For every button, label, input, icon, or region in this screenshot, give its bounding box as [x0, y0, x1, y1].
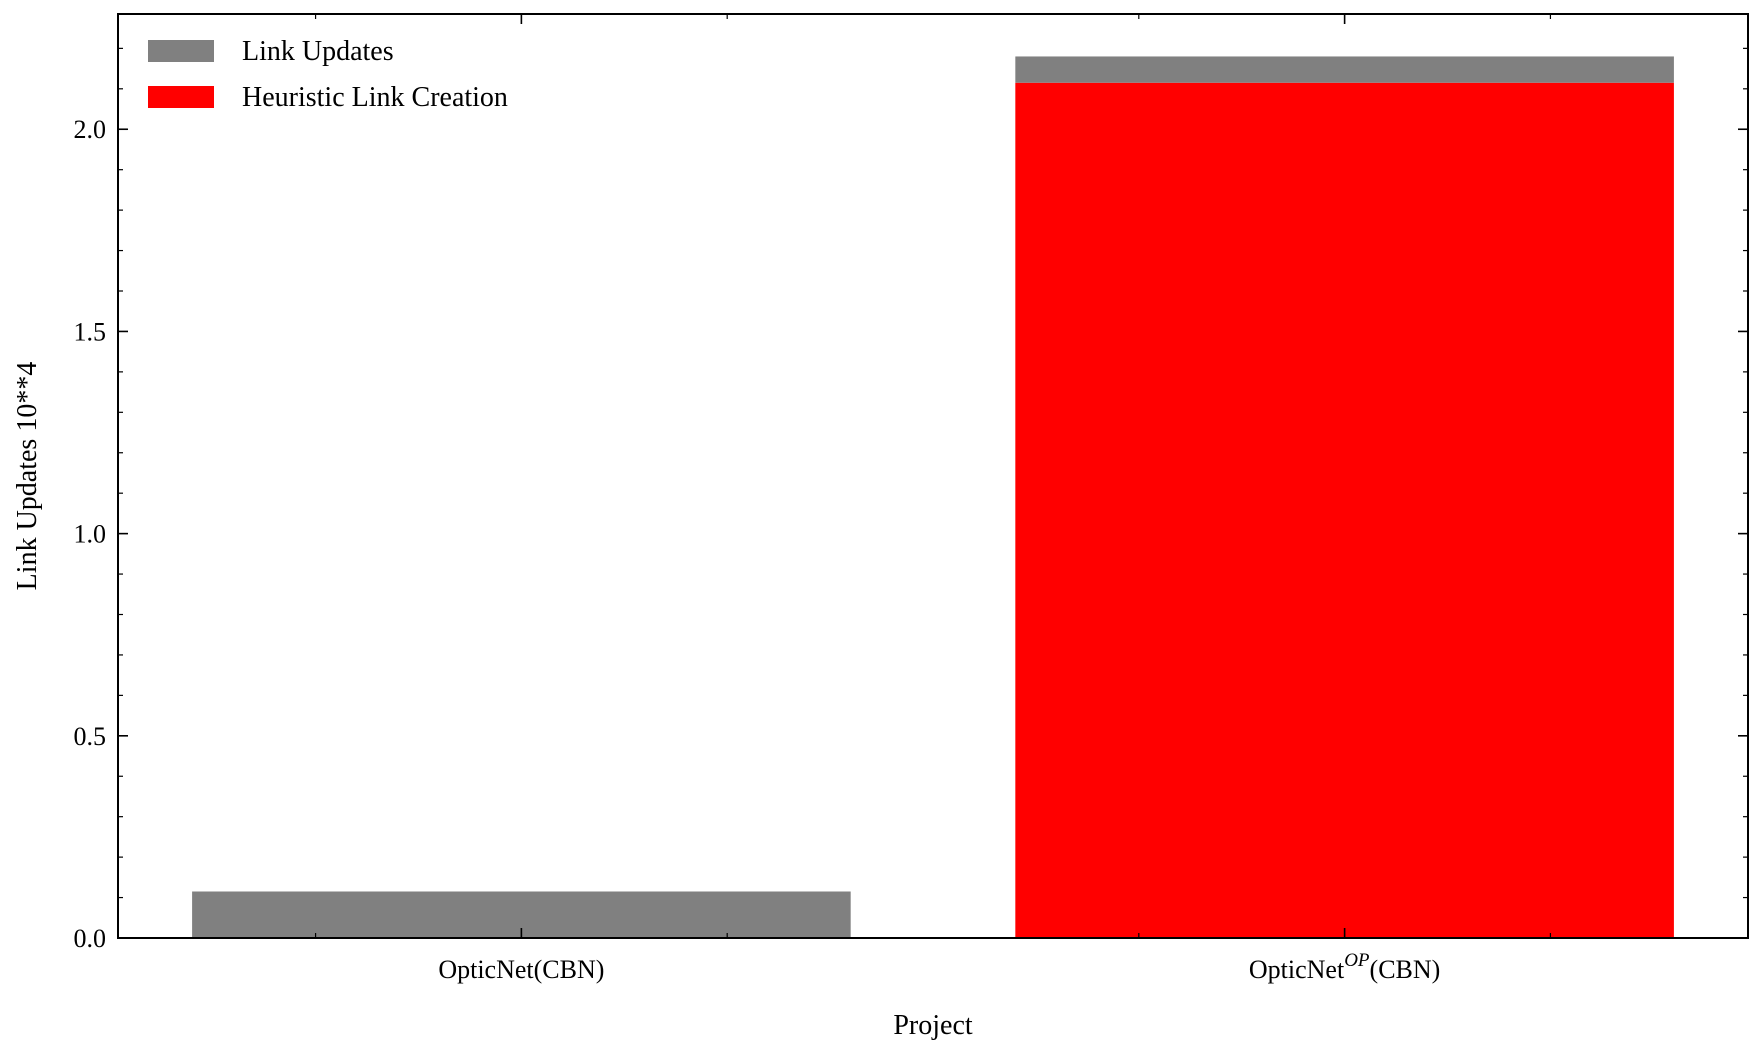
x-tick-label: OpticNet(CBN) [438, 955, 604, 984]
y-tick-label: 0.0 [74, 924, 107, 953]
y-tick-label: 1.0 [74, 520, 107, 549]
x-axis-label: Project [893, 1010, 973, 1041]
ticks-layer: 0.0 0.5 1.0 1.5 2.0 [74, 14, 1748, 953]
legend-swatch [148, 40, 214, 62]
x-tick-labels: OpticNet(CBN) OpticNetOP(CBN) [438, 950, 1440, 984]
legend-label: Heuristic Link Creation [242, 82, 508, 113]
x-tick-label: OpticNetOP(CBN) [1249, 950, 1440, 984]
bars-layer [192, 56, 1674, 939]
x-tick-label-suffix: (CBN) [1370, 955, 1441, 984]
bar-heuristic-link-creation-1 [1015, 82, 1674, 939]
y-axis-label: Link Updates 10**4 [12, 362, 43, 591]
legend-swatch [148, 86, 214, 108]
x-tick-label-superscript: OP [1344, 950, 1370, 971]
y-tick-label: 2.0 [74, 115, 107, 144]
plot-frame [117, 13, 1749, 939]
legend: Link Updates Heuristic Link Creation [148, 36, 508, 113]
x-tick-label-base: OpticNet [438, 955, 534, 984]
x-tick-label-suffix: (CBN) [534, 955, 605, 984]
y-tick-label: 1.5 [74, 317, 107, 346]
bar-link-updates-1 [1015, 56, 1674, 83]
y-tick-label: 0.5 [74, 722, 107, 751]
legend-label: Link Updates [242, 36, 394, 67]
x-tick-label-base: OpticNet [1249, 955, 1345, 984]
